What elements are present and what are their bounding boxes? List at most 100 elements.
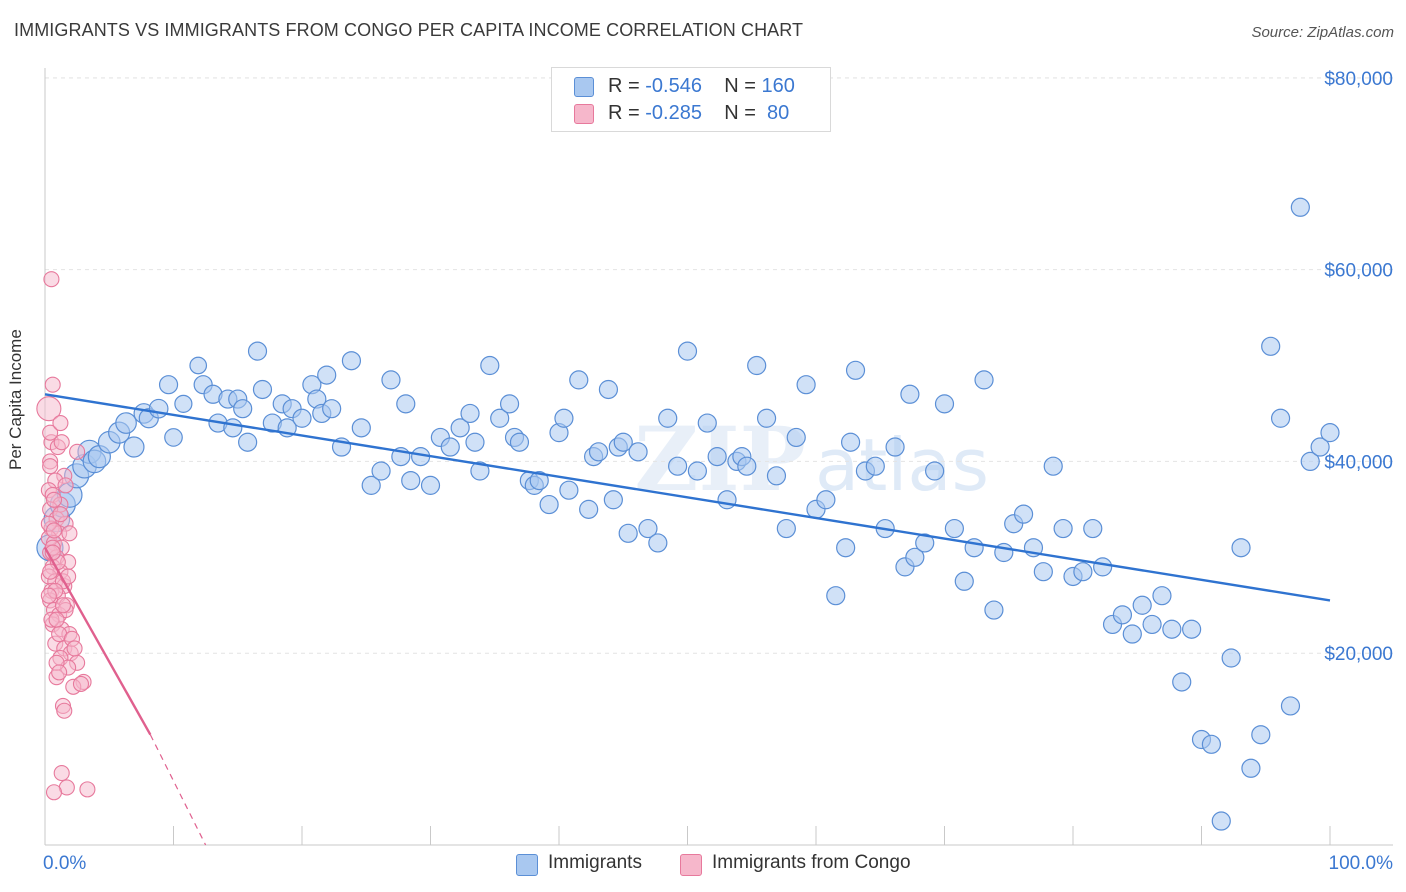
pink-swatch <box>574 104 594 124</box>
y-tick-label: $20,000 <box>1324 644 1393 665</box>
data-point-congo <box>51 664 68 681</box>
data-point-immigrants <box>174 394 193 413</box>
data-point-congo <box>44 376 61 393</box>
data-point-immigrants <box>1221 648 1241 668</box>
data-point-immigrants <box>603 490 623 510</box>
series-legend: Immigrants Immigrants from Congo <box>0 852 1406 878</box>
data-point-immigrants <box>123 436 145 458</box>
x-tick-label: 100.0% <box>1329 853 1394 874</box>
r-value: -0.285 <box>645 102 702 124</box>
data-point-immigrants <box>1033 562 1053 582</box>
data-point-immigrants <box>677 341 698 361</box>
data-point-congo <box>54 597 72 614</box>
data-point-immigrants <box>934 394 955 414</box>
data-point-immigrants <box>158 375 179 395</box>
data-point-immigrants <box>954 571 974 591</box>
data-point-congo <box>52 415 69 432</box>
data-point-immigrants <box>1053 518 1073 539</box>
data-point-immigrants <box>588 442 609 462</box>
data-point-congo <box>48 611 65 628</box>
y-axis-label: Per Capita Income <box>6 329 25 470</box>
source-note: Source: ZipAtlas.com <box>1251 24 1394 41</box>
data-point-immigrants <box>737 456 757 476</box>
data-point-immigrants <box>836 538 856 558</box>
data-point-immigrants <box>164 428 183 447</box>
blue-swatch <box>574 77 594 97</box>
data-point-immigrants <box>766 466 787 486</box>
data-point-immigrants <box>1043 456 1063 476</box>
data-point-immigrants <box>900 384 920 404</box>
data-point-immigrants <box>470 461 490 481</box>
data-point-immigrants <box>1261 336 1281 356</box>
data-point-immigrants <box>747 355 767 376</box>
data-point-immigrants <box>717 490 737 510</box>
data-point-immigrants <box>1132 595 1152 615</box>
data-point-congo <box>40 587 57 604</box>
data-point-immigrants <box>317 365 337 385</box>
data-point-immigrants <box>1112 605 1133 625</box>
n-value: 160 <box>761 75 795 97</box>
data-point-immigrants <box>1073 562 1093 582</box>
data-point-immigrants <box>529 470 549 491</box>
data-point-congo <box>57 477 74 494</box>
data-point-immigrants <box>247 341 268 361</box>
data-point-immigrants <box>974 370 994 390</box>
legend-label: Immigrants from Congo <box>712 852 911 873</box>
data-point-immigrants <box>816 490 836 510</box>
data-point-immigrants <box>1280 696 1301 716</box>
n-label: N = <box>724 75 762 97</box>
data-point-immigrants <box>1152 586 1172 606</box>
data-point-immigrants <box>786 427 806 448</box>
data-point-immigrants <box>1083 518 1103 539</box>
data-point-immigrants <box>1310 437 1330 457</box>
y-tick-label: $40,000 <box>1324 452 1393 473</box>
data-point-immigrants <box>1093 557 1113 577</box>
data-point-congo <box>69 443 86 460</box>
data-point-immigrants <box>292 408 312 428</box>
data-point-congo <box>53 434 70 451</box>
data-point-immigrants <box>865 456 885 476</box>
data-point-immigrants <box>554 408 574 428</box>
data-point-immigrants <box>450 418 470 438</box>
data-point-immigrants <box>579 499 599 519</box>
r-value: -0.546 <box>645 75 702 97</box>
data-point-immigrants <box>796 375 816 395</box>
data-point-immigrants <box>460 403 480 424</box>
data-point-immigrants <box>361 475 381 495</box>
data-point-congo <box>66 640 83 657</box>
data-point-immigrants <box>322 399 342 419</box>
data-point-immigrants <box>618 523 638 543</box>
r-label: R = <box>608 102 646 124</box>
data-point-immigrants <box>252 379 273 400</box>
trendline-congo-extension <box>149 734 207 846</box>
data-point-congo <box>36 396 62 422</box>
x-tick-label: 0.0% <box>43 853 86 874</box>
data-point-congo <box>42 424 59 441</box>
data-point-immigrants <box>420 475 441 495</box>
data-point-immigrants <box>499 394 520 414</box>
data-point-immigrants <box>189 356 208 375</box>
data-point-immigrants <box>915 533 935 553</box>
data-point-immigrants <box>1122 624 1142 644</box>
y-tick-label: $80,000 <box>1324 69 1393 90</box>
data-point-immigrants <box>371 461 391 481</box>
data-point-immigrants <box>559 480 579 500</box>
stats-legend: R = -0.546 N = 160 R = -0.285 N = 80 <box>551 67 831 132</box>
data-point-immigrants <box>756 408 777 428</box>
data-point-immigrants <box>776 518 796 539</box>
data-point-immigrants <box>1162 619 1182 639</box>
n-label: N = <box>724 102 762 124</box>
data-point-congo <box>43 271 60 288</box>
data-point-immigrants <box>1270 408 1291 428</box>
data-point-immigrants <box>687 461 707 481</box>
data-point-immigrants <box>1182 619 1202 639</box>
data-point-immigrants <box>440 437 460 457</box>
data-point-congo <box>53 765 70 782</box>
data-point-immigrants <box>1300 451 1320 472</box>
data-point-immigrants <box>238 432 258 452</box>
pink-swatch <box>680 854 702 876</box>
data-point-congo <box>42 458 59 475</box>
data-point-immigrants <box>840 432 861 452</box>
data-point-congo <box>45 491 63 508</box>
